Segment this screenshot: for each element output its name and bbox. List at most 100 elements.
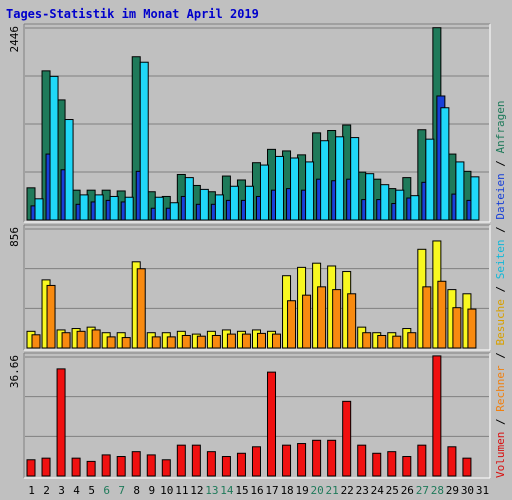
bar-rechner-day-5 [91, 329, 101, 349]
bar-seiten-day-6 [109, 195, 119, 221]
bar-volumen-day-21 [327, 439, 337, 477]
bar-rechner-day-3 [61, 332, 71, 349]
x-tick-label: 18 [280, 484, 293, 497]
bar-volumen-day-8 [131, 451, 141, 477]
bar-rechner-day-28 [437, 280, 447, 349]
bar-volumen-day-26 [402, 456, 412, 477]
bar-volumen-day-23 [357, 444, 367, 477]
bar-rechner-day-15 [241, 333, 251, 349]
bar-rechner-day-25 [392, 335, 402, 349]
bar-rechner-day-4 [76, 330, 86, 349]
x-tick-label: 31 [476, 484, 489, 497]
bar-volumen-day-19 [297, 443, 307, 477]
legend-entry: Seiten [494, 240, 507, 280]
bar-rechner-day-24 [377, 334, 387, 349]
bar-seiten-day-9 [154, 196, 164, 221]
bar-rechner-day-19 [302, 294, 312, 349]
bar-seiten-day-4 [79, 194, 89, 221]
bar-seiten-day-13 [214, 194, 224, 221]
bar-volumen-day-3 [56, 368, 66, 477]
bar-rechner-day-13 [211, 334, 221, 349]
x-tick-label: 25 [386, 484, 399, 497]
bar-seiten-day-24 [380, 184, 390, 221]
x-tick-label: 7 [118, 484, 125, 497]
x-tick-label: 16 [250, 484, 263, 497]
bar-seiten-day-21 [335, 136, 345, 221]
x-tick-label: 3 [58, 484, 65, 497]
bar-seiten-day-23 [365, 173, 375, 221]
legend-entry: / [494, 220, 507, 240]
x-tick-label: 13 [205, 484, 218, 497]
bar-volumen-day-16 [251, 446, 261, 477]
x-tick-label: 23 [356, 484, 369, 497]
x-tick-label: 14 [220, 484, 234, 497]
bar-rechner-day-9 [151, 336, 161, 349]
x-tick-label: 29 [446, 484, 459, 497]
bar-rechner-day-16 [256, 332, 266, 349]
legend-entry: / [494, 346, 507, 366]
bar-seiten-day-19 [305, 161, 315, 221]
x-tick-label: 6 [103, 484, 110, 497]
x-tick-label: 30 [461, 484, 474, 497]
bar-seiten-day-17 [275, 155, 285, 221]
bar-rechner-day-7 [121, 337, 131, 349]
bar-rechner-day-20 [317, 286, 327, 349]
bar-volumen-day-4 [71, 457, 81, 477]
x-axis-labels: 1 2 3 4 5 6 7 8 9 10 11 12 13 14 15 16 17 18 19 20 21 22 23 24 2… [28, 484, 489, 497]
y-max-label: 856 [8, 227, 21, 247]
legend-entry: / [494, 412, 507, 432]
bar-seiten-day-10 [169, 202, 179, 221]
x-tick-label: 11 [175, 484, 188, 497]
x-tick-label: 28 [431, 484, 444, 497]
bar-seiten-day-14 [229, 185, 239, 221]
bar-seiten-day-15 [244, 185, 254, 221]
bar-seiten-day-30 [470, 176, 480, 221]
bar-seiten-day-3 [64, 119, 74, 221]
bar-rechner-day-17 [272, 333, 282, 349]
x-tick-label: 12 [190, 484, 203, 497]
bar-volumen-day-9 [146, 454, 156, 477]
x-tick-label: 2 [43, 484, 50, 497]
bar-rechner-day-30 [467, 308, 477, 349]
x-tick-label: 20 [311, 484, 324, 497]
bar-volumen-day-30 [462, 457, 472, 477]
bar-rechner-day-6 [106, 336, 116, 349]
legend-entry: / [494, 279, 507, 299]
panel-background [24, 225, 490, 350]
bar-seiten-day-27 [425, 138, 435, 221]
x-tick-label: 19 [295, 484, 308, 497]
bar-volumen-day-13 [206, 451, 216, 477]
bar-volumen-day-14 [221, 456, 231, 477]
bar-volumen-day-29 [447, 446, 457, 477]
x-tick-label: 8 [133, 484, 140, 497]
legend-entry: Dateien [494, 173, 507, 219]
legend-entry: / [494, 153, 507, 173]
x-tick-label: 10 [160, 484, 173, 497]
legend-entry: Volumen [494, 432, 507, 478]
x-tick-label: 26 [401, 484, 414, 497]
bar-seiten-day-20 [320, 140, 330, 221]
bar-rechner-day-14 [226, 333, 236, 349]
bar-volumen-day-1 [26, 459, 36, 477]
bar-volumen-day-24 [372, 452, 382, 477]
x-tick-label: 24 [371, 484, 385, 497]
y-max-label: 2446 [8, 26, 21, 53]
bar-seiten-day-25 [395, 189, 405, 221]
bar-volumen-day-25 [387, 451, 397, 477]
bar-seiten-day-28 [440, 107, 450, 221]
bar-volumen-day-10 [161, 459, 171, 477]
y-max-label: 36.66 [8, 355, 21, 388]
bar-rechner-day-26 [407, 332, 417, 349]
bar-seiten-day-18 [290, 157, 300, 221]
bar-rechner-day-29 [452, 307, 462, 349]
bar-volumen-day-7 [116, 456, 126, 477]
bar-rechner-day-18 [287, 300, 297, 349]
bar-volumen-day-17 [267, 371, 277, 477]
bar-seiten-day-5 [94, 194, 104, 221]
bar-volumen-day-28 [432, 355, 442, 477]
x-tick-label: 21 [326, 484, 339, 497]
bar-seiten-day-8 [139, 61, 149, 221]
bar-rechner-day-12 [196, 335, 206, 349]
